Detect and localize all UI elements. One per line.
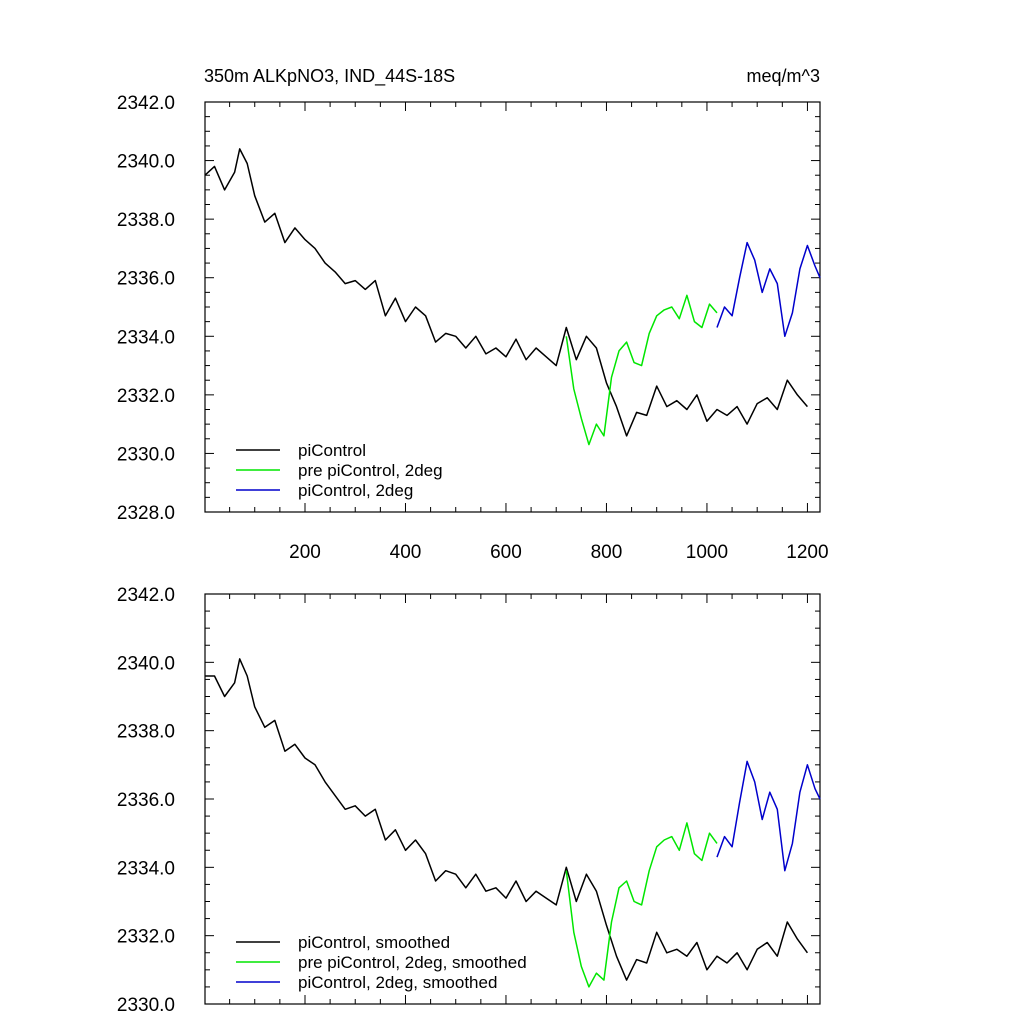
y-tick-label: 2336.0 [117, 790, 175, 811]
x-tick-label: 200 [289, 542, 321, 563]
series-line-3 [716, 241, 821, 338]
series-line-2 [565, 294, 718, 446]
y-tick-label: 2328.0 [117, 503, 175, 524]
y-tick-label: 2342.0 [117, 93, 175, 114]
x-tick-label: 400 [390, 542, 422, 563]
x-tick-label: 600 [490, 542, 522, 563]
x-tick-label: 1200 [786, 542, 828, 563]
y-tick-label: 2336.0 [117, 269, 175, 290]
x-tick-label: 800 [591, 542, 623, 563]
top-panel-title: 350m ALKpNO3, IND_44S-18S [204, 66, 455, 87]
bottom-panel: 2330.0 2332.0 2334.0 2336.0 2338.0 2340.0 2342… [117, 585, 821, 1016]
y-tick-label: 2342.0 [117, 585, 175, 606]
y-tick-label: 2332.0 [117, 386, 175, 407]
legend-label-1: piControl, smoothed [298, 933, 450, 952]
y-tick-label: 2338.0 [117, 722, 175, 743]
y-tick-label: 2334.0 [117, 327, 175, 348]
series-line-3 [716, 760, 821, 872]
y-tick-label: 2334.0 [117, 858, 175, 879]
legend-label-2: pre piControl, 2deg, smoothed [298, 953, 527, 972]
legend-label-3: piControl, 2deg [298, 481, 413, 500]
y-tick-label: 2330.0 [117, 444, 175, 465]
legend-label-2: pre piControl, 2deg [298, 461, 443, 480]
series-line-1 [204, 148, 808, 437]
legend-label-3: piControl, 2deg, smoothed [298, 973, 497, 992]
top-panel-units: meq/m^3 [747, 66, 820, 86]
y-tick-label: 2340.0 [117, 653, 175, 674]
top-panel: 350m ALKpNO3, IND_44S-18S meq/m^3 2328.0… [117, 66, 829, 563]
y-tick-label: 2338.0 [117, 210, 175, 231]
y-tick-label: 2332.0 [117, 927, 175, 948]
series-line-2 [565, 822, 718, 988]
legend-label-1: piControl [298, 441, 366, 460]
y-tick-label: 2340.0 [117, 152, 175, 173]
y-tick-label: 2330.0 [117, 995, 175, 1016]
x-tick-label: 1000 [686, 542, 728, 563]
series-line-1 [205, 658, 809, 981]
